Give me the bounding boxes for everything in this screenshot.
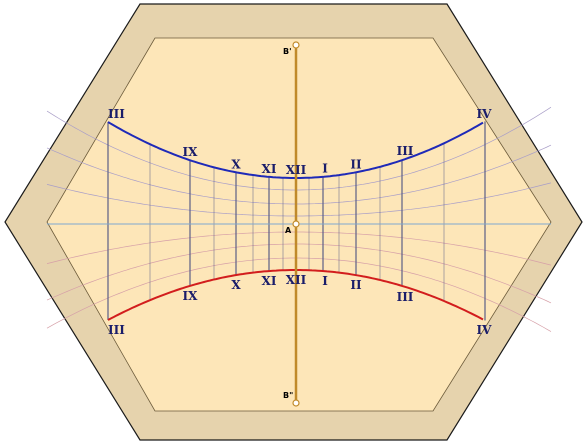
lower-declination-line bbox=[46, 257, 552, 332]
hour-label: IX bbox=[183, 145, 199, 159]
hour-label: IV bbox=[477, 323, 493, 337]
hour-label: XII bbox=[286, 163, 307, 177]
point-b-top-label: B' bbox=[283, 47, 292, 56]
lower-declination-line bbox=[46, 231, 552, 266]
hour-label: III bbox=[397, 290, 414, 304]
hour-label: XI bbox=[262, 274, 277, 288]
point-b-top-marker bbox=[292, 41, 300, 49]
hour-label: II bbox=[350, 278, 362, 292]
hour-label: III bbox=[397, 144, 414, 158]
upper-declination-line bbox=[46, 144, 552, 205]
upper-declination-line bbox=[46, 106, 552, 191]
point-b-bottom-marker bbox=[292, 399, 300, 407]
hour-label: IX bbox=[183, 289, 199, 303]
point-a-label: A bbox=[285, 226, 292, 235]
hour-label: II bbox=[350, 157, 362, 171]
point-b-bottom-label: B" bbox=[283, 391, 293, 400]
hour-label: XII bbox=[286, 273, 307, 287]
hour-label: XI bbox=[262, 162, 277, 176]
hour-label: I bbox=[322, 274, 328, 288]
hour-label: IV bbox=[477, 107, 493, 121]
lower-declination-line bbox=[46, 243, 552, 304]
hour-label: X bbox=[231, 278, 241, 292]
hour-label: III bbox=[108, 107, 125, 121]
upper-declination-line bbox=[46, 182, 552, 217]
hour-label: III bbox=[108, 323, 125, 337]
hour-label: X bbox=[231, 157, 241, 171]
hour-label: I bbox=[322, 162, 328, 176]
point-a-marker bbox=[292, 220, 300, 228]
